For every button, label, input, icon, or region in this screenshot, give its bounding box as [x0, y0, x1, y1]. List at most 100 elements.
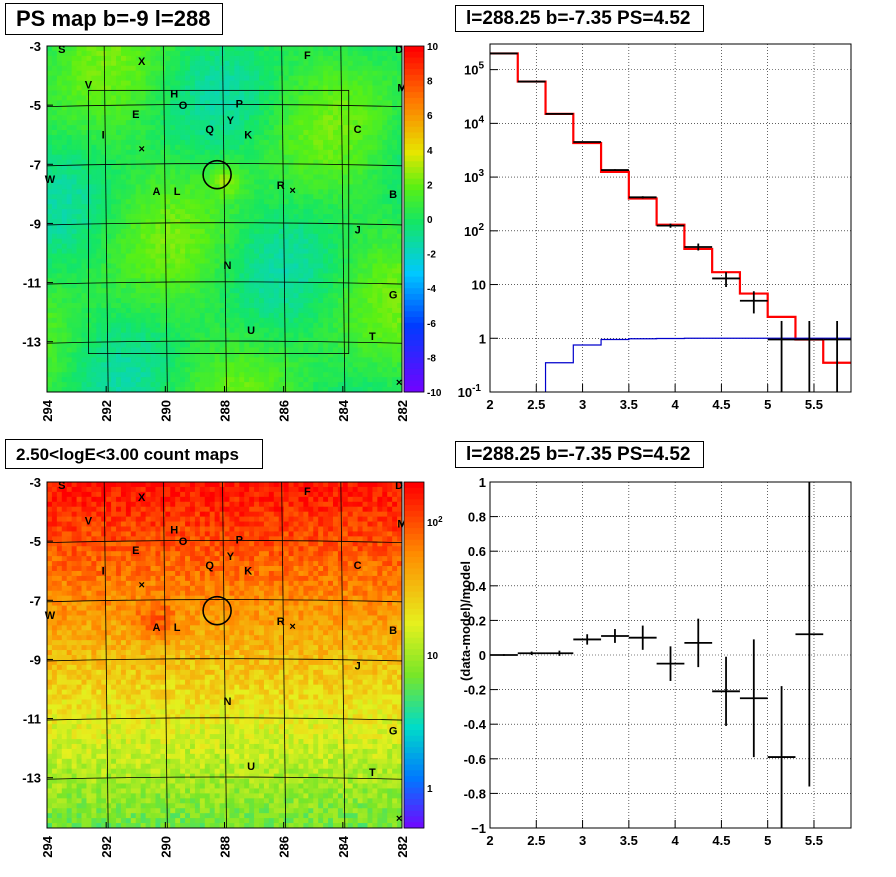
source-label-A: A [152, 186, 160, 198]
y-axis-label: (data-model)/model [458, 561, 473, 681]
colorbar [404, 482, 424, 829]
source-label-H: H [170, 88, 178, 100]
source-label-L: L [174, 186, 181, 198]
source-label-E: E [132, 109, 139, 121]
source-label-U: U [247, 761, 255, 773]
colorbar-tick-label: 0 [427, 215, 433, 226]
y-tick-label: 10-1 [458, 383, 482, 400]
count-map-title: 2.50<logE<3.00 count maps [5, 439, 263, 469]
source-label-T: T [369, 331, 376, 343]
y-tick-label: -9 [29, 652, 41, 667]
colorbar [404, 46, 424, 393]
x-tick-label: 282 [395, 836, 410, 858]
x-marker: × [289, 185, 295, 197]
y-tick-label: 1 [479, 331, 486, 346]
spectrum-title: l=288.25 b=-7.35 PS=4.52 [455, 5, 704, 32]
source-label-S: S [58, 44, 65, 56]
x-marker: × [396, 813, 402, 825]
source-label-D: D [395, 480, 403, 492]
model-step-line [490, 53, 851, 362]
y-tick-label: 1 [479, 475, 486, 490]
y-tick-label: 102 [464, 222, 484, 239]
colorbar-tick-label: -4 [427, 284, 436, 295]
source-label-J: J [355, 224, 361, 236]
source-label-I: I [102, 130, 105, 142]
x-tick-label: 288 [218, 836, 233, 858]
y-tick-label: -9 [29, 216, 41, 231]
source-label-A: A [152, 622, 160, 634]
x-tick-label: 2.5 [527, 833, 545, 848]
y-tick-label: -13 [22, 335, 41, 350]
source-label-C: C [354, 124, 362, 136]
source-label-S: S [58, 480, 65, 492]
colorbar-tick-label: 6 [427, 111, 433, 122]
source-label-P: P [236, 535, 243, 547]
x-tick-label: 3.5 [620, 833, 638, 848]
colorbar-tick-label: -2 [427, 250, 436, 261]
x-tick-label: 286 [277, 836, 292, 858]
y-tick-label: -0.6 [464, 752, 486, 767]
colorbar-tick-label: 1 [427, 784, 433, 795]
x-tick-label: 292 [99, 400, 114, 422]
y-tick-label: 0.8 [468, 510, 486, 525]
source-label-E: E [132, 545, 139, 557]
x-tick-label: 4.5 [712, 397, 730, 412]
source-label-X: X [138, 492, 146, 504]
colorbar-tick-label: 10 [427, 42, 439, 53]
y-tick-label: 103 [464, 168, 484, 185]
x-tick-label: 294 [40, 835, 55, 857]
source-label-Y: Y [227, 115, 235, 127]
source-label-H: H [170, 524, 178, 536]
x-marker: × [396, 377, 402, 389]
source-label-B: B [389, 625, 397, 637]
colorbar-tick-label: 8 [427, 77, 433, 88]
colorbar-tick-label: 10 [427, 651, 439, 662]
source-label-W: W [45, 174, 56, 186]
source-label-X: X [138, 56, 146, 68]
y-tick-label: 0.6 [468, 544, 486, 559]
source-label-R: R [277, 616, 285, 628]
x-tick-label: 286 [277, 400, 292, 422]
y-tick-label: -11 [23, 712, 41, 727]
y-tick-label: -0.2 [464, 683, 486, 698]
y-tick-label: -3 [29, 39, 41, 54]
x-tick-label: 4 [672, 833, 680, 848]
residual-title: l=288.25 b=-7.35 PS=4.52 [455, 441, 704, 468]
residual-plot [490, 482, 823, 828]
colorbar-tick-label: 102 [427, 515, 443, 529]
x-tick-label: 5.5 [805, 397, 823, 412]
source-label-N: N [223, 260, 231, 272]
x-tick-label: 3 [579, 833, 586, 848]
x-tick-label: 3 [579, 397, 586, 412]
x-marker: × [138, 144, 144, 156]
y-tick-label: -0.4 [464, 717, 487, 732]
colorbar-tick-label: 4 [427, 146, 433, 157]
y-tick-label: 104 [464, 114, 484, 131]
source-label-Q: Q [205, 124, 214, 136]
source-label-O: O [179, 536, 188, 548]
source-label-C: C [354, 560, 362, 572]
source-label-D: D [395, 44, 403, 56]
source-label-U: U [247, 325, 255, 337]
source-label-F: F [304, 486, 311, 498]
colorbar-tick-label: 2 [427, 180, 433, 191]
x-tick-label: 284 [336, 835, 351, 857]
colorbar-tick-label: -8 [427, 353, 436, 364]
y-tick-label: -5 [29, 534, 41, 549]
x-tick-label: 4 [672, 397, 680, 412]
source-label-B: B [389, 189, 397, 201]
source-label-Q: Q [205, 560, 214, 572]
source-label-F: F [304, 50, 311, 62]
x-tick-label: 5 [764, 397, 771, 412]
x-tick-label: 288 [218, 400, 233, 422]
y-tick-label: -13 [22, 771, 41, 786]
source-label-R: R [277, 180, 285, 192]
y-tick-label: −1 [471, 821, 486, 836]
y-tick-label: -5 [29, 98, 41, 113]
source-label-P: P [236, 99, 243, 111]
source-label-I: I [102, 566, 105, 578]
